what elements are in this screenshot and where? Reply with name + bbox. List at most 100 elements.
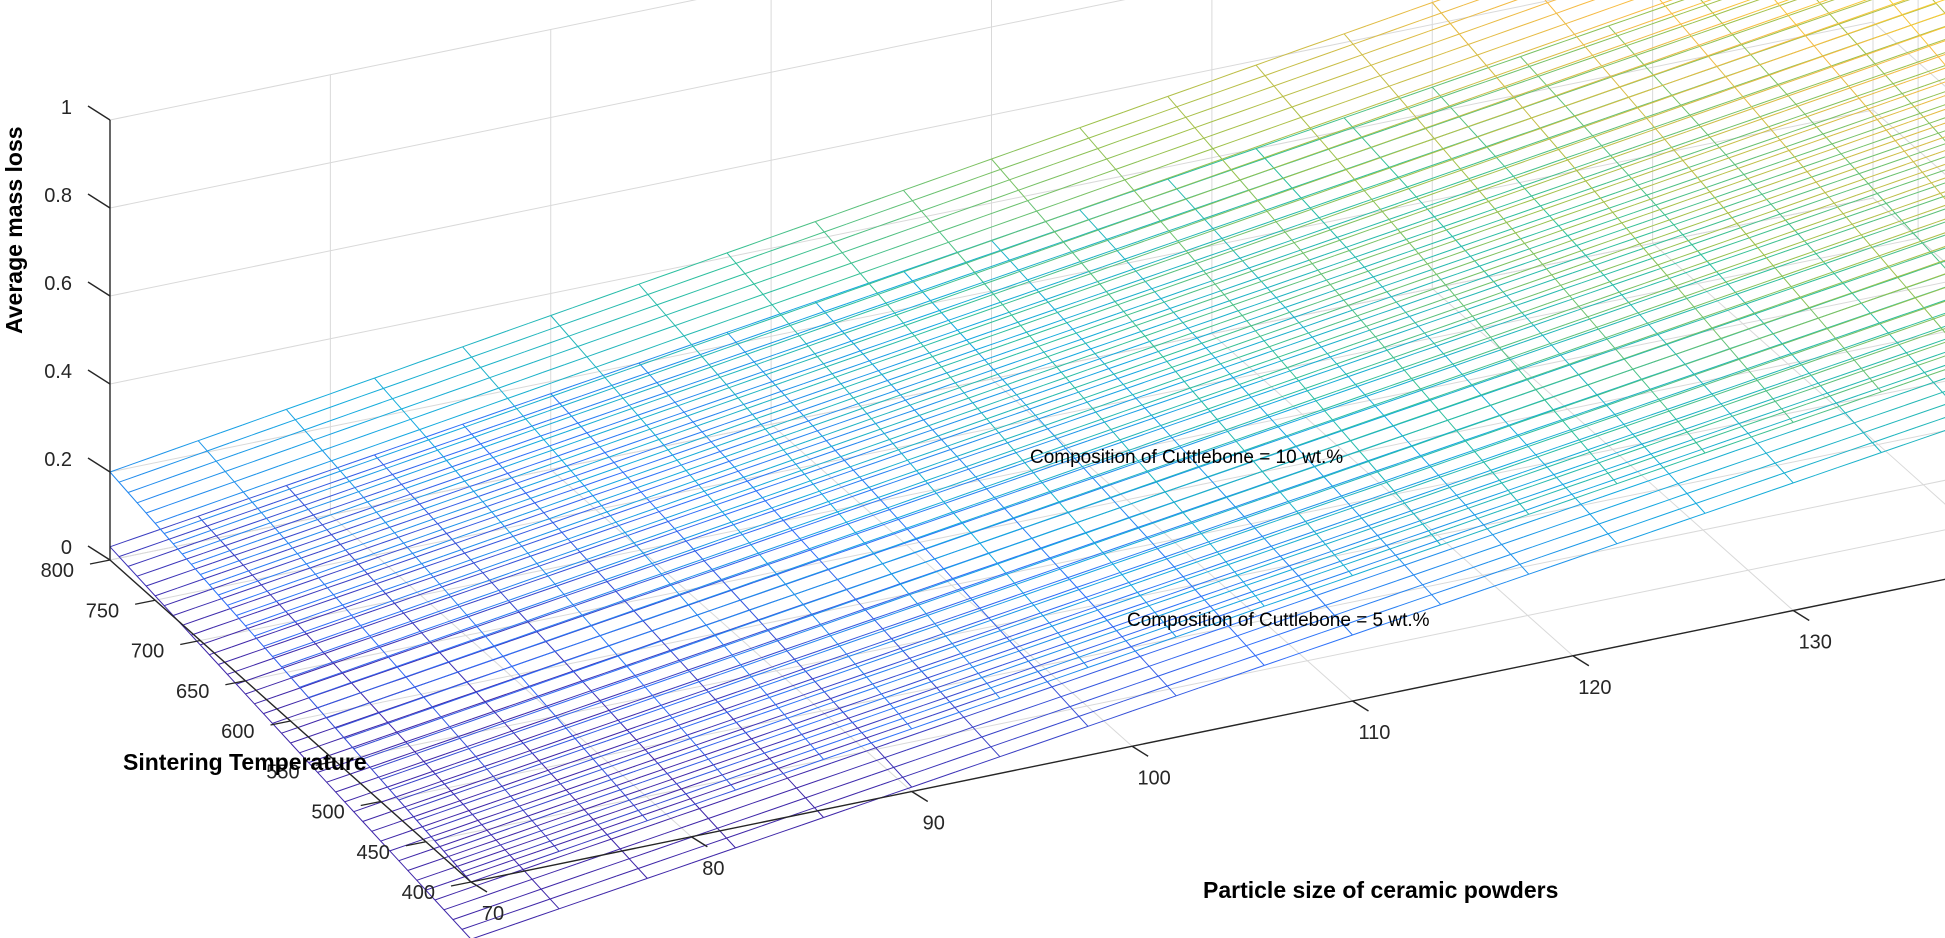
mesh-line xyxy=(1288,493,1311,502)
mesh-line xyxy=(1082,620,1106,630)
mesh-line xyxy=(952,503,975,513)
mesh-line xyxy=(647,649,671,659)
mesh-line xyxy=(577,635,601,644)
mesh-line xyxy=(1094,599,1118,608)
mesh-line xyxy=(647,583,671,593)
mesh-line xyxy=(499,804,523,814)
mesh-line xyxy=(274,559,297,568)
mesh-line xyxy=(1791,345,1814,354)
mesh-line xyxy=(1919,327,1942,336)
mesh-line xyxy=(603,380,627,389)
mesh-line xyxy=(713,562,736,572)
mesh-line xyxy=(502,720,540,761)
mesh-line xyxy=(158,560,182,570)
mesh-line xyxy=(1050,328,1073,338)
mesh-line xyxy=(415,523,438,532)
mesh-line xyxy=(1030,465,1053,475)
mesh-line xyxy=(407,862,431,871)
mesh-line xyxy=(1676,124,1699,134)
mesh-line xyxy=(843,609,866,619)
mesh-line xyxy=(1332,478,1355,487)
mesh-line xyxy=(1077,358,1100,367)
mesh-line xyxy=(1009,252,1032,261)
mesh-line xyxy=(194,535,217,544)
mesh-line xyxy=(1278,418,1301,428)
mesh-line xyxy=(1121,343,1145,352)
mesh-line xyxy=(1368,453,1391,462)
mesh-line xyxy=(1275,289,1299,299)
mesh-line xyxy=(1059,624,1083,633)
mesh-line xyxy=(1737,350,1761,360)
mesh-line xyxy=(669,357,693,366)
mesh-line xyxy=(1804,106,1828,115)
mesh-line xyxy=(1159,444,1183,454)
mesh-line xyxy=(1129,288,1153,297)
mesh-line xyxy=(1805,328,1828,337)
mesh-line xyxy=(1001,306,1024,316)
mesh-line xyxy=(1865,45,1889,55)
mesh-line xyxy=(432,699,455,709)
mesh-line xyxy=(476,463,499,472)
mesh-line xyxy=(1636,398,1660,408)
mesh-line xyxy=(783,512,806,521)
mesh-line xyxy=(787,485,810,494)
mesh-line xyxy=(1686,199,1710,208)
mesh-line xyxy=(1139,648,1163,657)
mesh-line xyxy=(1835,263,1858,272)
mesh-line xyxy=(610,704,633,714)
mesh-line xyxy=(557,776,581,786)
mesh-line xyxy=(986,480,1009,490)
mesh-line xyxy=(1623,416,1647,425)
mesh-line xyxy=(312,727,335,736)
mesh-line xyxy=(1003,721,1027,730)
mesh-line xyxy=(594,370,618,379)
mesh-line xyxy=(1241,538,1264,548)
mesh-line xyxy=(1373,492,1396,501)
mesh-line xyxy=(933,771,956,780)
mesh-line xyxy=(533,430,556,439)
mesh-line xyxy=(897,446,920,456)
mesh-line xyxy=(891,565,914,575)
mesh-line xyxy=(1311,550,1334,559)
mesh-line xyxy=(1619,379,1643,388)
mesh-line xyxy=(954,414,977,423)
mesh-line xyxy=(1675,277,1699,287)
mesh-line xyxy=(1553,402,1576,411)
mesh-line xyxy=(968,461,991,470)
mesh-line xyxy=(871,766,894,776)
mesh-line xyxy=(1361,129,1385,139)
mesh-line xyxy=(1376,396,1399,405)
mesh-line xyxy=(469,582,492,591)
mesh-line xyxy=(459,792,483,802)
mesh-line xyxy=(1491,461,1514,471)
mesh-line xyxy=(1898,112,1921,122)
mesh-line xyxy=(1540,205,1578,246)
mesh-line xyxy=(1214,349,1238,359)
mesh-line xyxy=(1578,298,1601,307)
mesh-line xyxy=(1129,573,1153,583)
mesh-line xyxy=(1571,486,1595,495)
mesh-line xyxy=(1459,326,1482,335)
mesh-line xyxy=(1204,275,1228,284)
mesh-line xyxy=(552,738,576,747)
mesh-line xyxy=(1766,445,1789,454)
mesh-line xyxy=(950,441,973,450)
mesh-line xyxy=(1283,234,1307,244)
mesh-line xyxy=(854,526,877,536)
mesh-line xyxy=(1177,245,1201,255)
mesh-line xyxy=(1781,267,1805,277)
mesh-line xyxy=(1651,510,1675,520)
mesh-line xyxy=(955,763,979,773)
mesh-line xyxy=(747,472,770,482)
mesh-line xyxy=(1340,423,1363,432)
mesh-line xyxy=(362,813,385,822)
mesh-line xyxy=(1663,142,1686,151)
mesh-line xyxy=(1023,299,1046,308)
mesh-line xyxy=(1337,450,1360,460)
mesh-line xyxy=(596,499,620,508)
mesh-line xyxy=(1509,417,1532,427)
mesh-line xyxy=(604,729,628,739)
mesh-line xyxy=(1382,564,1405,574)
mesh-line xyxy=(1271,316,1295,326)
